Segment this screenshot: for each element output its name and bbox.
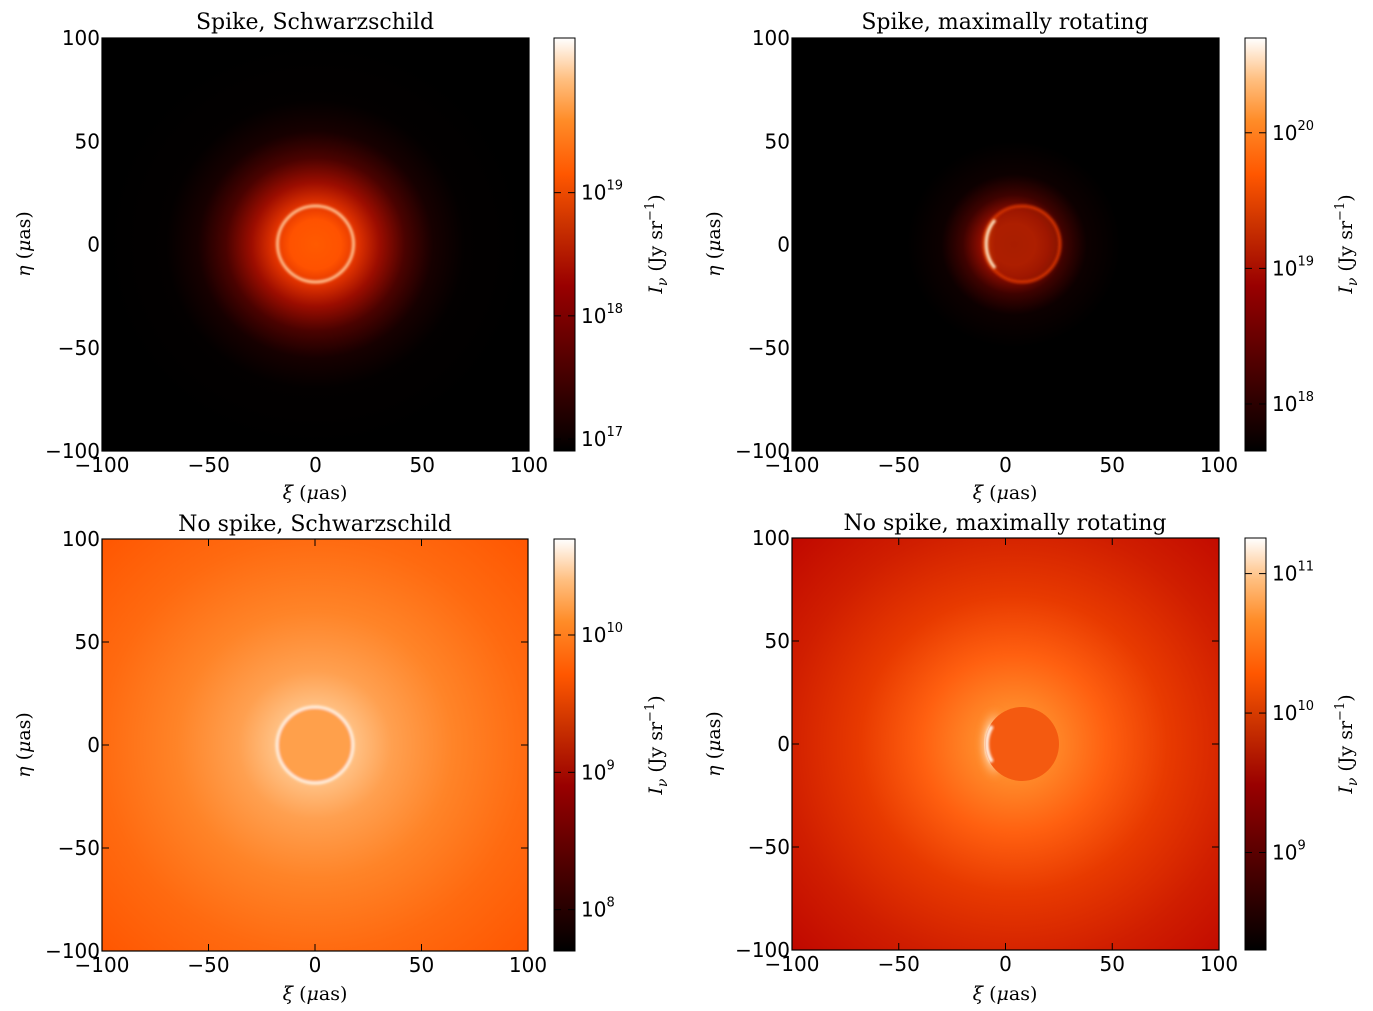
x-tick-label: 0 bbox=[999, 453, 1012, 477]
heatmap-image bbox=[102, 539, 528, 951]
x-tick-label: −50 bbox=[878, 453, 920, 477]
colorbar-gradient bbox=[553, 538, 576, 952]
colorbar-gradient bbox=[1244, 37, 1267, 452]
y-tick-label: 100 bbox=[62, 26, 100, 50]
panel-title: Spike, Schwarzschild bbox=[196, 10, 434, 35]
colorbar: 1018 1019 1020 Iν (Jy sr−1) bbox=[1244, 37, 1361, 452]
panel-nospike-schwarzschild: No spike, Schwarzschild −100 −50 0 50 100 −10… bbox=[13, 512, 671, 1005]
y-axis-label: η (μas) bbox=[703, 211, 725, 277]
y-tick-label: 0 bbox=[777, 233, 790, 257]
x-tick-label: 100 bbox=[1200, 453, 1238, 477]
shadow-disk bbox=[275, 705, 355, 785]
x-tick-label: 0 bbox=[309, 453, 322, 477]
shadow-disk bbox=[985, 707, 1059, 781]
panel-nospike-rotating: No spike, maximally rotating −100 −50 0 50 1… bbox=[703, 511, 1361, 1005]
x-tick-label: 50 bbox=[410, 453, 435, 477]
x-tick-label: −50 bbox=[187, 953, 229, 977]
x-tick-label: 50 bbox=[409, 953, 434, 977]
y-axis-label: η (μas) bbox=[13, 211, 35, 277]
y-tick-label: 0 bbox=[777, 732, 790, 756]
heatmap-image bbox=[792, 38, 1219, 451]
x-tick-label: 100 bbox=[1200, 952, 1238, 976]
colorbar-tick-label: 1011 bbox=[1272, 560, 1314, 586]
colorbar: 108 109 1010 Iν (Jy sr−1) bbox=[553, 538, 671, 952]
colorbar-tick-label: 109 bbox=[581, 758, 615, 784]
y-tick-label: 100 bbox=[62, 527, 100, 551]
x-tick-label: 0 bbox=[309, 953, 322, 977]
y-tick-label: −50 bbox=[58, 836, 100, 860]
colorbar-tick-label: 1019 bbox=[1272, 254, 1314, 280]
y-tick-label: −50 bbox=[748, 336, 790, 360]
panel-title: No spike, maximally rotating bbox=[844, 511, 1167, 536]
x-tick-label: 100 bbox=[510, 453, 548, 477]
colorbar-label: Iν (Jy sr−1) bbox=[1333, 194, 1361, 294]
heatmap-image bbox=[102, 38, 529, 451]
colorbar-gradient bbox=[1244, 537, 1267, 951]
colorbar-label: Iν (Jy sr−1) bbox=[643, 695, 671, 795]
panel-spike-schwarzschild: Spike, Schwarzschild −100 −50 0 50 100 −100 −5… bbox=[13, 10, 671, 504]
x-tick-label: −100 bbox=[765, 952, 820, 976]
colorbar-tick-label: 1010 bbox=[581, 621, 623, 647]
colorbar-tick-label: 109 bbox=[1272, 839, 1306, 865]
panel-title: Spike, maximally rotating bbox=[861, 10, 1148, 35]
x-axis-label: ξ (μas) bbox=[283, 983, 348, 1005]
panel-title: No spike, Schwarzschild bbox=[178, 512, 452, 537]
y-axis-label: η (μas) bbox=[13, 712, 35, 778]
x-axis-label: ξ (μas) bbox=[973, 983, 1038, 1005]
colorbar-label: Iν (Jy sr−1) bbox=[643, 194, 671, 294]
colorbar-gradient bbox=[553, 37, 576, 452]
y-axis-label: η (μas) bbox=[703, 711, 725, 777]
y-tick-label: 50 bbox=[765, 129, 790, 153]
colorbar-tick-label: 1017 bbox=[581, 425, 623, 451]
y-tick-label: 50 bbox=[765, 629, 790, 653]
heatmap-image bbox=[792, 538, 1219, 950]
x-tick-label: −100 bbox=[765, 453, 820, 477]
x-tick-label: 50 bbox=[1100, 952, 1125, 976]
colorbar-tick-label: 108 bbox=[581, 896, 615, 922]
photon-ring bbox=[276, 204, 355, 284]
colorbar-label: Iν (Jy sr−1) bbox=[1333, 694, 1361, 794]
colorbar-tick-label: 1018 bbox=[1272, 390, 1314, 416]
colorbar-tick-label: 1019 bbox=[581, 179, 623, 205]
x-tick-label: 50 bbox=[1100, 453, 1125, 477]
y-tick-label: 100 bbox=[752, 526, 790, 550]
colorbar-tick-label: 1010 bbox=[1272, 699, 1314, 725]
x-tick-label: −50 bbox=[188, 453, 230, 477]
x-tick-label: −100 bbox=[75, 453, 130, 477]
colorbar-tick-label: 1018 bbox=[581, 302, 623, 328]
y-tick-label: −50 bbox=[748, 835, 790, 859]
y-tick-label: 0 bbox=[87, 233, 100, 257]
x-axis-label: ξ (μas) bbox=[973, 482, 1038, 504]
y-tick-label: −100 bbox=[45, 439, 100, 463]
x-tick-label: −50 bbox=[878, 952, 920, 976]
x-tick-label: −100 bbox=[75, 953, 130, 977]
y-tick-label: −100 bbox=[45, 939, 100, 963]
y-tick-label: −100 bbox=[735, 439, 790, 463]
x-axis-label: ξ (μas) bbox=[283, 482, 348, 504]
y-tick-label: −100 bbox=[735, 938, 790, 962]
y-tick-label: 0 bbox=[87, 733, 100, 757]
x-tick-label: 100 bbox=[509, 953, 547, 977]
y-tick-label: 50 bbox=[75, 129, 100, 153]
panel-spike-rotating: Spike, maximally rotating −100 −50 0 50 100 −… bbox=[703, 10, 1361, 504]
y-tick-label: −50 bbox=[58, 336, 100, 360]
colorbar: 1017 1018 1019 Iν (Jy sr−1) bbox=[553, 37, 671, 452]
colorbar-tick-label: 1020 bbox=[1272, 119, 1314, 145]
y-tick-label: 100 bbox=[752, 26, 790, 50]
colorbar: 109 1010 1011 Iν (Jy sr−1) bbox=[1244, 537, 1361, 951]
y-tick-label: 50 bbox=[75, 630, 100, 654]
x-tick-label: 0 bbox=[999, 952, 1012, 976]
